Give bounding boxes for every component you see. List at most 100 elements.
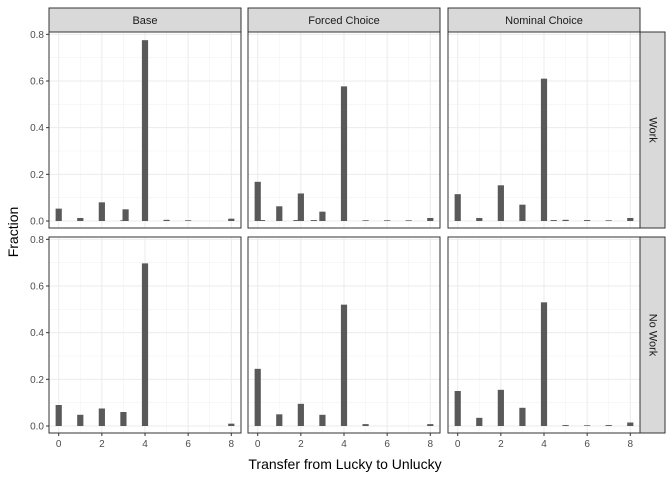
- bar: [276, 206, 283, 221]
- strip-no-work: No Work: [639, 236, 666, 434]
- bar: [454, 391, 461, 426]
- bar: [254, 181, 261, 221]
- bar: [605, 425, 612, 426]
- bar: [627, 217, 634, 221]
- bar: [540, 302, 548, 426]
- strip-nominal-choice: Nominal Choice: [447, 7, 641, 33]
- x-axis-title: Transfer from Lucky to Unlucky: [248, 456, 441, 472]
- bar: [98, 202, 105, 221]
- bar: [497, 389, 504, 426]
- bar: [427, 217, 434, 221]
- panel-work-base: 0.0 0.2 0.4 0.6 0.8: [30, 30, 242, 229]
- bar: [310, 220, 317, 221]
- bar: [254, 368, 261, 426]
- y-tick-label: 0.0: [30, 422, 44, 433]
- bar: [562, 219, 569, 221]
- bar: [550, 220, 557, 221]
- strip-label: Nominal Choice: [505, 15, 583, 27]
- bar: [297, 193, 304, 221]
- bar: [228, 218, 235, 221]
- panel-border: [247, 31, 441, 229]
- bar: [405, 220, 412, 221]
- panel-border: [48, 31, 242, 229]
- bar: [276, 414, 283, 426]
- bar: [297, 403, 304, 426]
- strip-label: Work: [647, 117, 659, 143]
- strip-box: [639, 31, 666, 229]
- x-tick-label: 8: [428, 439, 434, 450]
- x-tick-label: 4: [541, 439, 547, 450]
- bar: [427, 424, 434, 426]
- y-tick-label: 0.0: [30, 217, 44, 228]
- y-tick-label: 0.6: [30, 77, 44, 88]
- x-tick-label: 6: [384, 439, 390, 450]
- bar: [319, 211, 326, 221]
- bar: [362, 424, 369, 426]
- bar: [497, 185, 504, 221]
- y-tick-label: 0.4: [30, 328, 44, 339]
- x-tick-label: 4: [142, 439, 148, 450]
- bar: [163, 219, 170, 221]
- x-tick-label: 8: [229, 439, 235, 450]
- bar: [384, 220, 391, 221]
- x-tick-label: 8: [628, 439, 634, 450]
- bar: [319, 414, 326, 426]
- bar: [55, 208, 62, 221]
- bar: [98, 408, 105, 426]
- x-tick-label: 2: [298, 439, 304, 450]
- bar: [627, 422, 634, 426]
- panel-work-nominal-choice: [447, 31, 641, 229]
- bar: [258, 220, 266, 221]
- strip-label: Base: [132, 15, 157, 27]
- bar: [185, 220, 192, 221]
- bar: [55, 405, 62, 426]
- strip-box: [639, 236, 666, 434]
- x-tick-label: 4: [341, 439, 347, 450]
- y-tick-label: 0.4: [30, 123, 44, 134]
- bar: [141, 263, 149, 426]
- panel-work-forced-choice: [247, 31, 441, 229]
- panel-border: [447, 31, 641, 229]
- panels-layer: Base Forced Choice Nominal Choice Work No Wo…: [30, 7, 666, 450]
- x-tick-label: 6: [185, 439, 191, 450]
- y-tick-label: 0.2: [30, 375, 44, 386]
- bar: [584, 220, 591, 221]
- x-tick-label: 0: [455, 439, 461, 450]
- panel-no-work-nominal-choice: 0 2 4 6 8: [447, 236, 641, 450]
- panel-no-work-forced-choice: 0 2 4 6 8: [247, 236, 441, 450]
- bar: [519, 204, 526, 221]
- strip-label: Forced Choice: [308, 15, 380, 27]
- x-tick-label: 2: [498, 439, 504, 450]
- strip-box: [247, 7, 441, 33]
- bar: [120, 412, 127, 426]
- x-tick-label: 0: [56, 439, 62, 450]
- y-tick-label: 0.6: [30, 282, 44, 293]
- bar: [340, 304, 348, 426]
- strip-base: Base: [48, 7, 242, 33]
- bar: [340, 86, 348, 221]
- y-tick-label: 0.8: [30, 30, 44, 41]
- bar: [228, 423, 235, 426]
- bar: [476, 217, 483, 221]
- strip-forced-choice: Forced Choice: [247, 7, 441, 33]
- x-tick-label: 2: [99, 439, 105, 450]
- x-tick-label: 0: [255, 439, 261, 450]
- bar: [605, 220, 612, 221]
- strip-label: No Work: [647, 314, 659, 357]
- bar: [540, 78, 548, 222]
- bar: [584, 425, 591, 426]
- strip-box: [48, 7, 242, 33]
- bar: [519, 407, 526, 426]
- bar: [141, 40, 149, 221]
- bar: [293, 220, 300, 221]
- bar: [122, 209, 129, 221]
- bar: [362, 220, 369, 221]
- strip-work: Work: [639, 31, 666, 229]
- bar: [562, 425, 569, 426]
- bar: [454, 194, 461, 221]
- y-axis-title: Fraction: [5, 207, 21, 258]
- y-tick-label: 0.8: [30, 235, 44, 246]
- bar: [476, 417, 483, 426]
- panel-no-work-base: 0.0 0.2 0.4 0.6 0.8 0 2 4 6 8: [30, 235, 242, 450]
